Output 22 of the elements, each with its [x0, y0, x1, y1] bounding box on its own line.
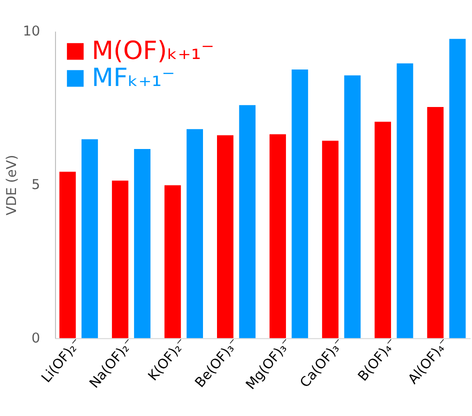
y-tick-label: 10: [22, 23, 40, 40]
bar: [270, 134, 286, 338]
bar: [239, 105, 256, 338]
y-axis-title: VDE (eV): [4, 154, 20, 216]
bar: [164, 185, 181, 338]
bar: [82, 139, 98, 338]
legend-label: M(OF)ₖ₊₁⁻: [92, 36, 214, 66]
bar: [396, 63, 414, 338]
bar: [427, 106, 444, 338]
y-tick-label: 0: [31, 330, 40, 346]
bar: [292, 70, 308, 338]
legend-label: MFₖ₊₁⁻: [92, 63, 175, 92]
bar: [217, 135, 234, 338]
bar: [112, 180, 128, 338]
bar: [344, 75, 361, 338]
y-tick-label: 5: [31, 176, 40, 193]
bar: [374, 122, 392, 338]
bar: [134, 149, 150, 338]
bar: [449, 38, 466, 338]
bar: [322, 140, 338, 338]
bar: [186, 129, 203, 338]
bar: [59, 172, 76, 338]
